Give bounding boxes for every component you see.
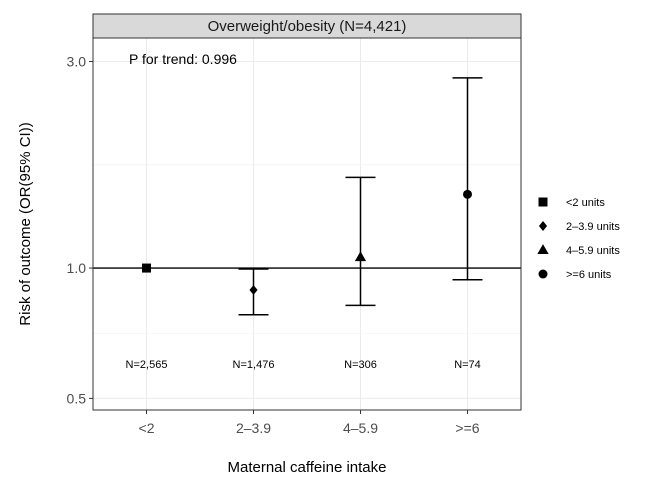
x-tick-label: >=6: [455, 420, 479, 436]
x-axis-title: Maternal caffeine intake: [228, 459, 387, 476]
n-label: N=2,565: [126, 359, 168, 371]
panel-title: Overweight/obesity (N=4,421): [208, 18, 407, 35]
legend-label: 2–3.9 units: [566, 221, 620, 233]
legend: <2 units 2–3.9 units 4–5.9 units >=6 units: [537, 197, 620, 281]
y-tick-label: 0.5: [67, 390, 87, 406]
point-diamond: [249, 285, 258, 295]
n-label: N=306: [344, 359, 377, 371]
n-label: N=74: [454, 359, 481, 371]
plot-panel: [93, 38, 521, 410]
legend-key-square: [538, 197, 548, 207]
legend-label: >=6 units: [566, 269, 612, 281]
legend-key-circle: [538, 269, 548, 279]
strip-header: [92, 13, 522, 39]
x-tick-label: 2–3.9: [236, 420, 271, 436]
n-label: N=1,476: [233, 359, 275, 371]
data-marks: [142, 77, 483, 316]
y-tick-label: 1.0: [67, 260, 87, 276]
legend-label: 4–5.9 units: [566, 245, 620, 257]
legend-label: <2 units: [566, 197, 605, 209]
x-tick-label: <2: [139, 420, 155, 436]
x-tick-label: 4–5.9: [343, 420, 378, 436]
y-tick-label: 3.0: [67, 54, 87, 70]
legend-key-diamond: [538, 221, 548, 231]
x-axis: <2 2–3.9 4–5.9 >=6: [139, 410, 480, 436]
n-labels: N=2,565 N=1,476 N=306 N=74: [126, 359, 481, 371]
legend-key-triangle: [537, 244, 549, 255]
point-square: [142, 263, 151, 273]
p-trend-annotation: P for trend: 0.996: [129, 51, 237, 67]
y-axis-title: Risk of outcome (OR(95% CI)): [17, 122, 34, 325]
point-triangle: [354, 251, 367, 262]
y-axis: 0.5 1.0 3.0: [67, 54, 93, 406]
point-circle: [463, 189, 472, 199]
